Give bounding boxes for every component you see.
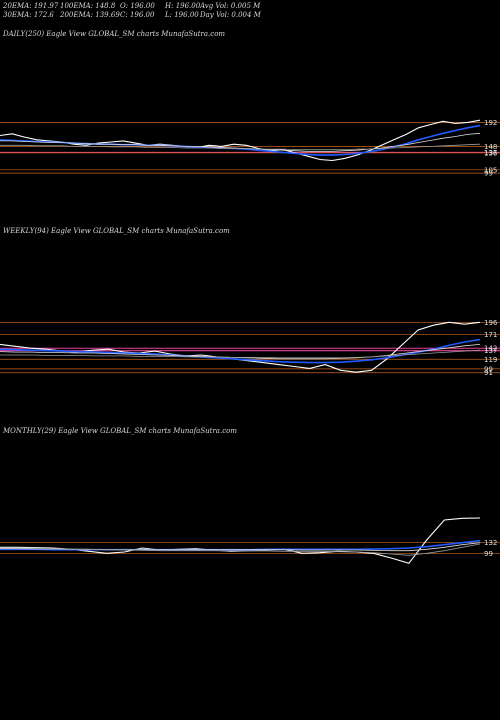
header-avgvol: Avg Vol: 0.005 M [200,2,261,10]
header-ema100: 100EMA: 148.8 [60,2,116,10]
ema-blue-line [0,539,481,551]
ema-white-line [0,542,481,552]
y-tick-label: 192 [484,119,497,127]
y-tick-label: 136 [484,149,498,157]
header-high: H: 196.00 [165,2,201,10]
y-tick-label: 142 [484,345,497,353]
header-ema200: 200EMA: 139.69 [60,11,120,19]
y-tick-label: 119 [484,356,497,364]
header-low: L: 196.00 [165,11,199,19]
y-tick-label: 132 [484,539,497,547]
price-line [0,321,481,373]
daily-panel-title: DAILY(250) Eagle View GLOBAL_SM charts M… [3,30,226,38]
y-tick-label: 137 [484,149,497,157]
ema-gray-line [0,543,481,556]
header-open: O: 196.00 [120,2,155,10]
ema-gray-line [0,143,481,151]
y-tick-label: 99 [484,365,493,373]
header-dayvol: Day Vol: 0.004 M [200,11,261,19]
header-close: C: 196.00 [120,11,155,19]
monthly-panel-title: MONTHLY(29) Eagle View GLOBAL_SM charts … [3,427,237,435]
y-tick-label: 105 [484,166,497,174]
ema-gray-line [0,349,481,359]
ema-blue-line [0,124,481,156]
header-ema30: 30EMA: 172.6 [3,11,54,19]
y-tick-label: 99 [484,170,493,178]
price-line [0,517,481,564]
y-tick-label: 99 [484,550,493,558]
header-ema20: 20EMA: 191.97 [3,2,59,10]
y-tick-label: 148 [484,143,497,151]
y-tick-label: 171 [484,331,497,339]
y-tick-label: 137 [484,347,497,355]
weekly-panel-title: WEEKLY(94) Eagle View GLOBAL_SM charts M… [3,227,230,235]
price-line [0,119,481,162]
y-tick-label: 196 [484,319,498,327]
y-tick-label: 91 [484,369,493,377]
